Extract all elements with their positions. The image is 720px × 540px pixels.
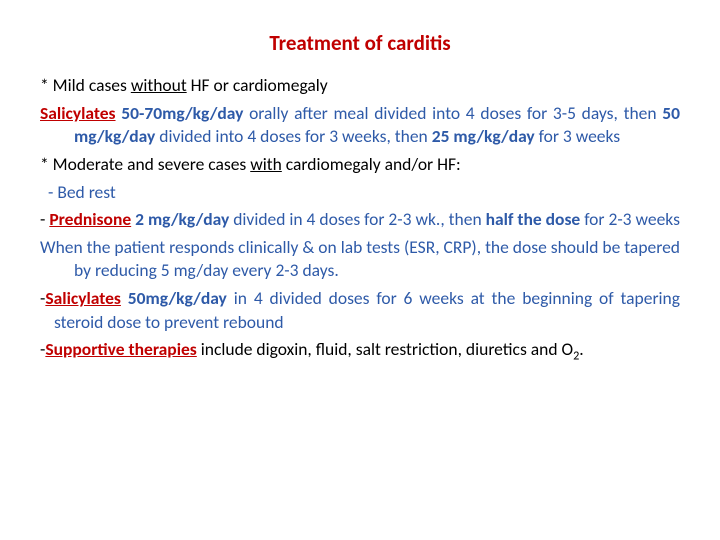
text: for 2-3 weeks xyxy=(580,208,680,230)
dose: 50mg/kg/day xyxy=(128,287,227,309)
supportive-therapies: -Supportive therapies include digoxin, f… xyxy=(40,338,680,365)
dose: 25 mg/kg/day xyxy=(432,125,535,147)
text: . xyxy=(579,338,583,360)
text: for 3 weeks xyxy=(535,125,620,147)
drug-supportive: Supportive therapies xyxy=(45,338,196,360)
text: divided in 4 doses for 2-3 wk., then xyxy=(229,208,485,230)
mild-cases-heading: * Mild cases without HF or cardiomegaly xyxy=(40,74,680,98)
text: HF or cardiomegaly xyxy=(187,74,328,96)
dose: 50-70mg/kg/day xyxy=(121,102,243,124)
dash: - xyxy=(40,208,49,230)
bed-rest: - Bed rest xyxy=(40,181,680,205)
text: * Mild cases xyxy=(40,74,131,96)
salicylates-mild: Salicylates 50-70mg/kg/day orally after … xyxy=(40,102,680,149)
tapering-note: When the patient responds clinically & o… xyxy=(40,236,680,283)
moderate-severe-heading: * Moderate and severe cases with cardiom… xyxy=(40,153,680,177)
prednisone-line: - Prednisone 2 mg/kg/day divided in 4 do… xyxy=(40,208,680,232)
drug-prednisone: Prednisone xyxy=(49,208,131,230)
drug-salicylates: Salicylates xyxy=(40,102,116,124)
text xyxy=(121,287,128,309)
text: orally after meal divided into 4 doses f… xyxy=(243,102,662,124)
underline-with: with xyxy=(250,153,282,175)
salicylates-taper: -Salicylates 50mg/kg/day in 4 divided do… xyxy=(40,287,680,334)
underline-without: without xyxy=(131,74,187,96)
dose: half the dose xyxy=(486,208,581,230)
text: cardiomegaly and/or HF: xyxy=(282,153,461,175)
text: divided into 4 doses for 3 weeks, then xyxy=(155,125,431,147)
text: * Moderate and severe cases xyxy=(40,153,250,175)
drug-salicylates-2: Salicylates xyxy=(45,287,121,309)
page-title: Treatment of carditis xyxy=(40,30,680,56)
text: include digoxin, fluid, salt restriction… xyxy=(197,338,573,360)
dose: 2 mg/kg/day xyxy=(135,208,229,230)
